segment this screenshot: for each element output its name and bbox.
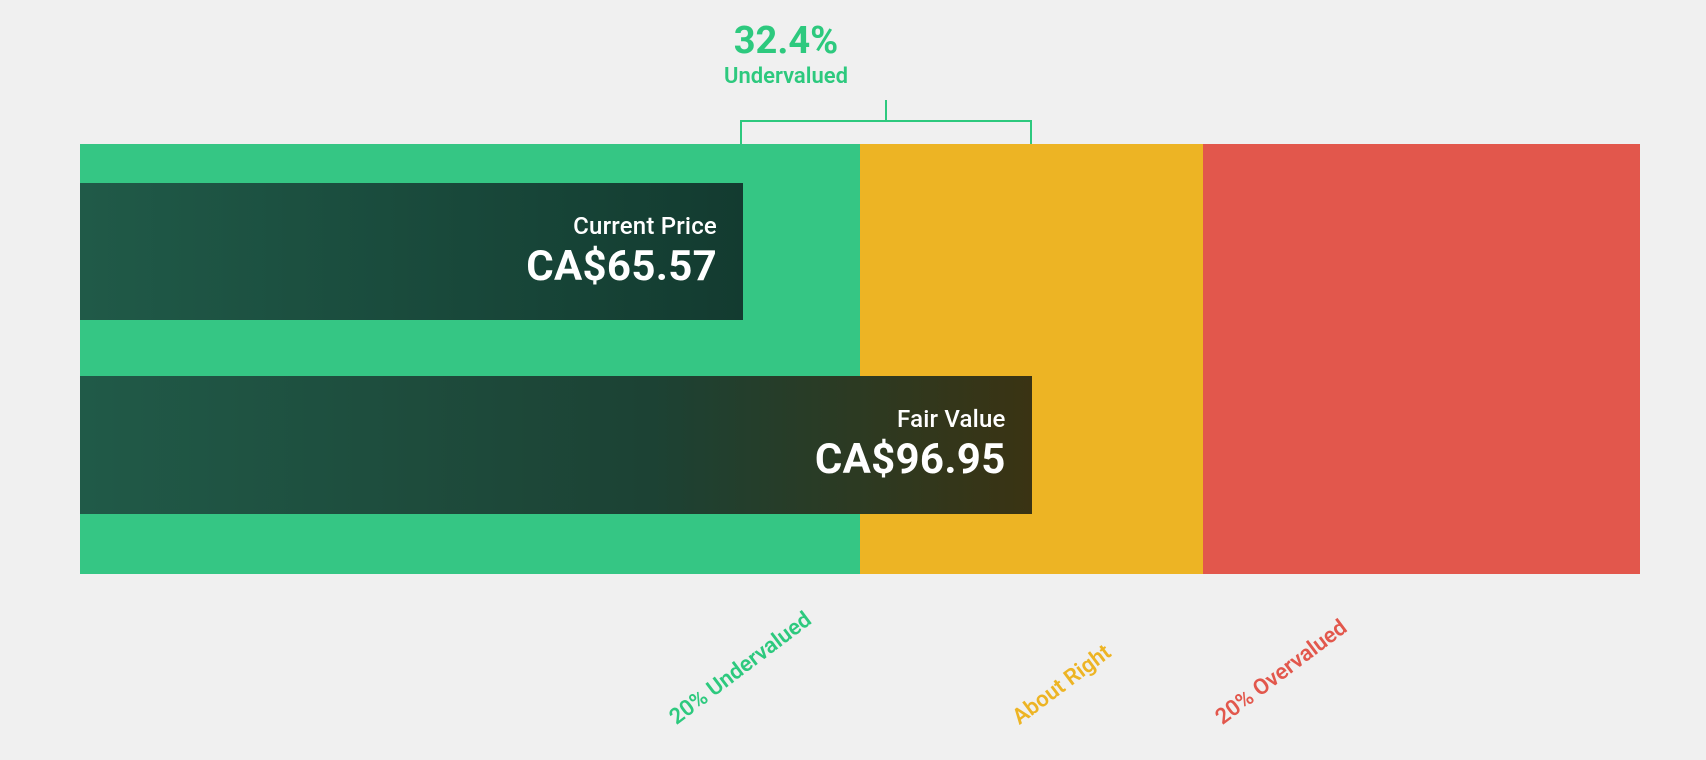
undervalued-bracket bbox=[740, 120, 1032, 144]
bar-fair-label: Fair Value bbox=[897, 405, 1006, 433]
valuation-band-chart: Current PriceCA$65.57 Fair ValueCA$96.95 bbox=[80, 144, 1640, 574]
headline-percent: 32.4% bbox=[724, 22, 848, 62]
axis-label-2: 20% Overvalued bbox=[1211, 615, 1352, 730]
valuation-headline: 32.4% Undervalued bbox=[724, 22, 848, 89]
bar-current: Current PriceCA$65.57 bbox=[80, 183, 743, 321]
zone-overvalued bbox=[1203, 144, 1640, 574]
headline-status: Undervalued bbox=[724, 64, 848, 89]
bracket-tick bbox=[885, 100, 887, 122]
bar-current-label: Current Price bbox=[573, 212, 717, 240]
bar-current-value: CA$65.57 bbox=[526, 242, 717, 291]
bar-fair: Fair ValueCA$96.95 bbox=[80, 376, 1032, 514]
axis-label-1: About Right bbox=[1008, 640, 1116, 730]
axis-label-0: 20% Undervalued bbox=[665, 607, 816, 730]
bar-fair-value: CA$96.95 bbox=[815, 435, 1006, 484]
